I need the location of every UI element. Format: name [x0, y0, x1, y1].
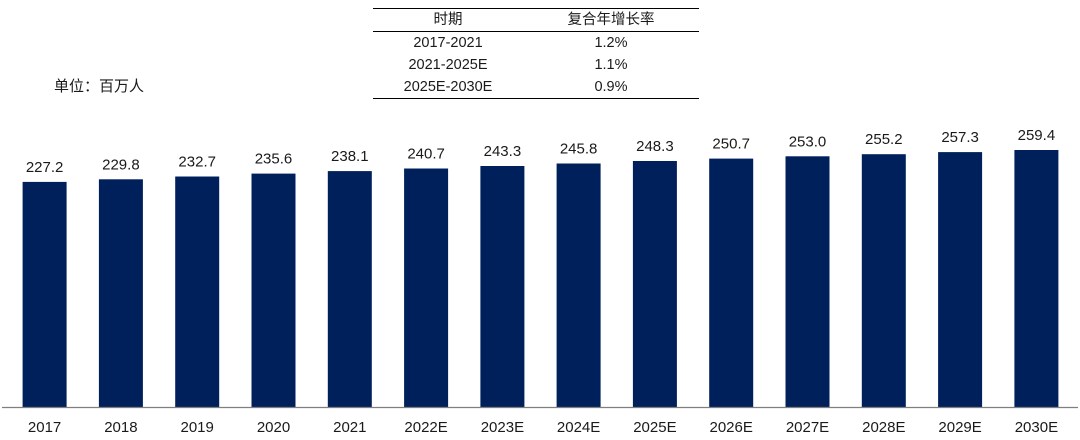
bar	[251, 173, 296, 407]
bar-value-label: 248.3	[636, 138, 674, 155]
x-tick-label: 2017	[28, 419, 61, 436]
bar	[785, 156, 830, 407]
x-tick-label: 2029E	[938, 419, 981, 436]
bar-value-label: 238.1	[331, 148, 369, 165]
bar	[480, 166, 525, 407]
cagr-period-cell: 2017-2021	[413, 35, 483, 51]
x-tick-label: 2027E	[786, 419, 829, 436]
bar	[1014, 150, 1059, 407]
x-tick-label: 2019	[181, 419, 214, 436]
x-tick-label: 2030E	[1015, 419, 1058, 436]
cagr-rate-cell: 1.2%	[594, 35, 628, 51]
bar	[632, 161, 677, 407]
bar-value-label: 240.7	[407, 146, 445, 163]
bar	[22, 181, 67, 407]
x-tick-label: 2028E	[862, 419, 905, 436]
x-tick-label: 2026E	[710, 419, 753, 436]
cagr-header-rate: 复合年增长率	[567, 12, 655, 28]
bar	[556, 163, 601, 407]
bar	[861, 154, 906, 407]
bar-value-label: 227.2	[26, 159, 64, 176]
cagr-rate-cell: 1.1%	[594, 57, 628, 73]
cagr-table: 时期 复合年增长率 2017-2021 1.2% 2021-2025E 1.1%…	[373, 8, 699, 99]
bar-value-label: 255.2	[865, 131, 903, 148]
cagr-table-row: 2021-2025E 1.1%	[373, 54, 699, 76]
cagr-header-period: 时期	[433, 12, 463, 28]
cagr-rate-cell: 0.9%	[594, 79, 628, 95]
bar-value-label: 229.8	[102, 156, 140, 173]
cagr-period-cell: 2025E-2030E	[403, 79, 493, 95]
cagr-period-cell: 2021-2025E	[408, 57, 488, 73]
bar	[98, 179, 143, 407]
x-tick-label: 2018	[104, 419, 137, 436]
bar-value-label: 257.3	[941, 129, 979, 146]
x-tick-label: 2025E	[633, 419, 676, 436]
cagr-table-header-row: 时期 复合年增长率	[373, 8, 699, 32]
bar-value-label: 235.6	[255, 151, 293, 168]
unit-label: 单位：百万人	[54, 78, 145, 95]
bar	[404, 168, 449, 407]
x-tick-label: 2020	[257, 419, 290, 436]
bar-value-label: 232.7	[178, 154, 216, 171]
x-tick-label: 2022E	[404, 419, 447, 436]
x-tick-label: 2024E	[557, 419, 600, 436]
bar-value-label: 250.7	[712, 136, 750, 153]
cagr-table-row: 2017-2021 1.2%	[373, 32, 699, 55]
bar-value-label: 245.8	[560, 141, 598, 158]
bar-value-label: 243.3	[484, 143, 522, 160]
bar-value-label: 253.0	[789, 133, 827, 150]
bar-value-label: 259.4	[1018, 127, 1056, 144]
x-tick-label: 2021	[333, 419, 366, 436]
bar	[327, 171, 372, 407]
x-tick-label: 2023E	[481, 419, 524, 436]
cagr-table-row: 2025E-2030E 0.9%	[373, 76, 699, 99]
bar	[709, 158, 754, 407]
bar	[175, 176, 220, 407]
bar	[938, 152, 983, 407]
